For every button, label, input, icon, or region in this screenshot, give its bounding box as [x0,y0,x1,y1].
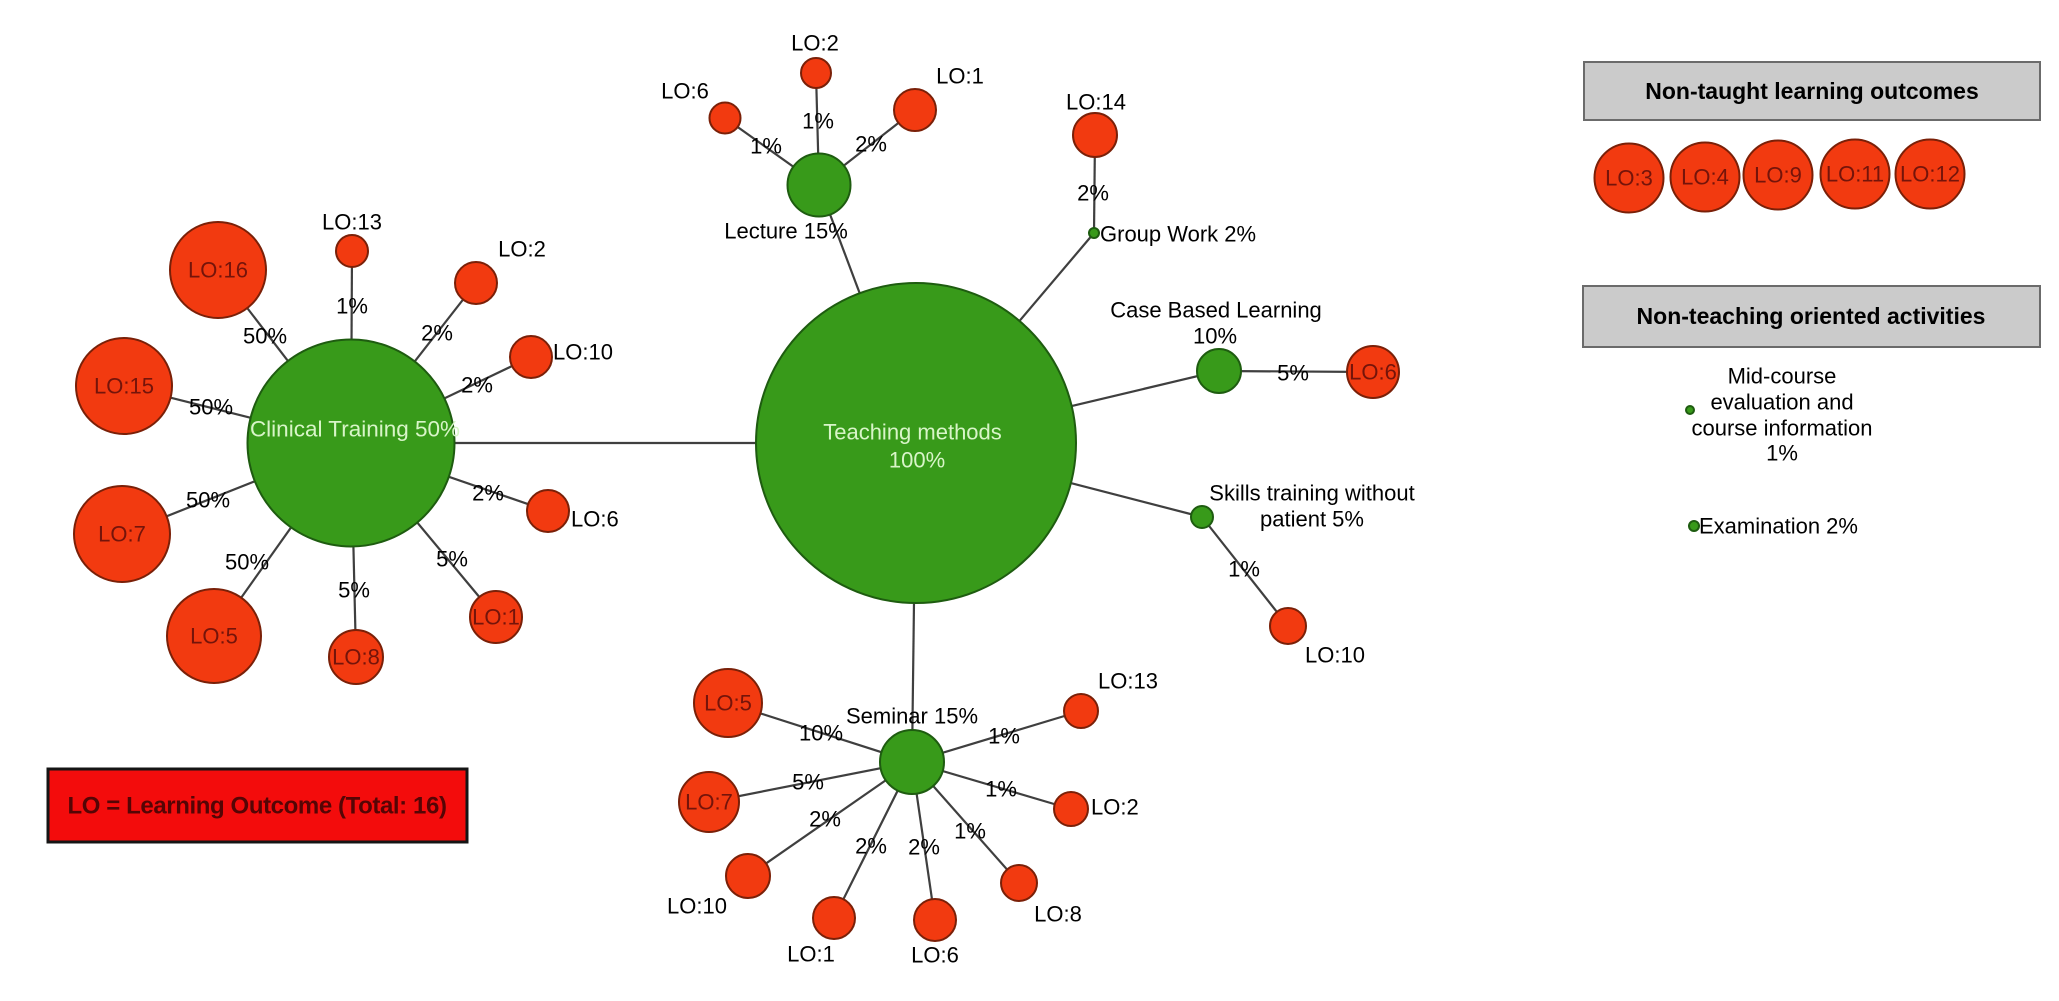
svg-text:Skills training without: Skills training without [1209,481,1414,506]
svg-text:50%: 50% [189,395,233,420]
svg-text:2%: 2% [809,807,841,832]
svg-text:2%: 2% [855,834,887,859]
svg-text:LO:10: LO:10 [553,340,613,365]
svg-text:LO:5: LO:5 [704,691,752,716]
svg-text:Seminar 15%: Seminar 15% [846,704,978,729]
svg-text:LO:2: LO:2 [791,31,839,56]
svg-text:LO:1: LO:1 [936,64,984,89]
svg-text:2%: 2% [855,132,887,157]
svg-text:5%: 5% [1277,361,1309,386]
svg-text:LO:7: LO:7 [685,790,733,815]
svg-text:2%: 2% [472,481,504,506]
svg-text:Clinical Training 50%: Clinical Training 50% [250,417,460,442]
svg-text:LO:11: LO:11 [1826,162,1884,187]
svg-text:LO:2: LO:2 [498,237,546,262]
svg-text:Teaching methods: Teaching methods [823,420,1002,445]
svg-text:5%: 5% [792,770,824,795]
svg-text:5%: 5% [436,547,468,572]
svg-text:LO:15: LO:15 [94,374,154,399]
svg-text:1%: 1% [954,819,986,844]
svg-text:course information: course information [1692,416,1873,441]
svg-text:1%: 1% [750,134,782,159]
svg-text:patient 5%: patient 5% [1260,507,1364,532]
svg-text:5%: 5% [338,578,370,603]
svg-text:LO:10: LO:10 [667,894,727,919]
svg-text:1%: 1% [802,109,834,134]
svg-text:LO:6: LO:6 [661,79,709,104]
svg-text:LO:13: LO:13 [322,210,382,235]
svg-text:LO = Learning Outcome (Total:: LO = Learning Outcome (Total: 16) [67,793,446,820]
svg-text:Non-taught learning outcomes: Non-taught learning outcomes [1645,78,1979,104]
svg-text:Examination 2%: Examination 2% [1699,514,1858,539]
svg-text:Lecture 15%: Lecture 15% [724,219,848,244]
svg-text:LO:4: LO:4 [1681,165,1729,190]
svg-text:2%: 2% [461,373,493,398]
svg-text:Case Based Learning: Case Based Learning [1110,298,1322,323]
svg-text:LO:3: LO:3 [1605,166,1653,191]
svg-text:2%: 2% [908,835,940,860]
svg-text:LO:6: LO:6 [911,943,959,968]
svg-text:LO:16: LO:16 [188,258,248,283]
svg-text:2%: 2% [421,321,453,346]
svg-text:1%: 1% [988,724,1020,749]
svg-text:LO:6: LO:6 [1349,360,1397,385]
svg-text:evaluation and: evaluation and [1710,390,1853,415]
svg-text:LO:8: LO:8 [1034,902,1082,927]
svg-text:LO:1: LO:1 [787,942,835,967]
svg-text:LO:8: LO:8 [332,645,380,670]
svg-text:50%: 50% [225,550,269,575]
svg-text:2%: 2% [1077,181,1109,206]
svg-text:100%: 100% [889,448,945,473]
svg-text:50%: 50% [186,488,230,513]
svg-text:10%: 10% [1193,324,1237,349]
svg-text:LO:10: LO:10 [1305,643,1365,668]
svg-text:50%: 50% [243,324,287,349]
svg-text:LO:5: LO:5 [190,624,238,649]
svg-text:LO:9: LO:9 [1754,163,1802,188]
svg-text:1%: 1% [336,294,368,319]
svg-text:Group Work 2%: Group Work 2% [1100,222,1256,247]
svg-text:1%: 1% [1766,441,1798,466]
svg-text:LO:12: LO:12 [1900,162,1960,187]
svg-text:Mid-course: Mid-course [1728,364,1837,389]
svg-text:LO:6: LO:6 [571,507,619,532]
svg-text:LO:13: LO:13 [1098,669,1158,694]
svg-text:Non-teaching oriented activiti: Non-teaching oriented activities [1637,303,1986,329]
svg-text:LO:14: LO:14 [1066,90,1126,115]
svg-text:LO:7: LO:7 [98,522,146,547]
svg-text:1%: 1% [985,777,1017,802]
svg-text:1%: 1% [1228,557,1260,582]
svg-text:LO:2: LO:2 [1091,795,1139,820]
svg-text:LO:1: LO:1 [472,605,520,630]
svg-text:10%: 10% [799,721,843,746]
